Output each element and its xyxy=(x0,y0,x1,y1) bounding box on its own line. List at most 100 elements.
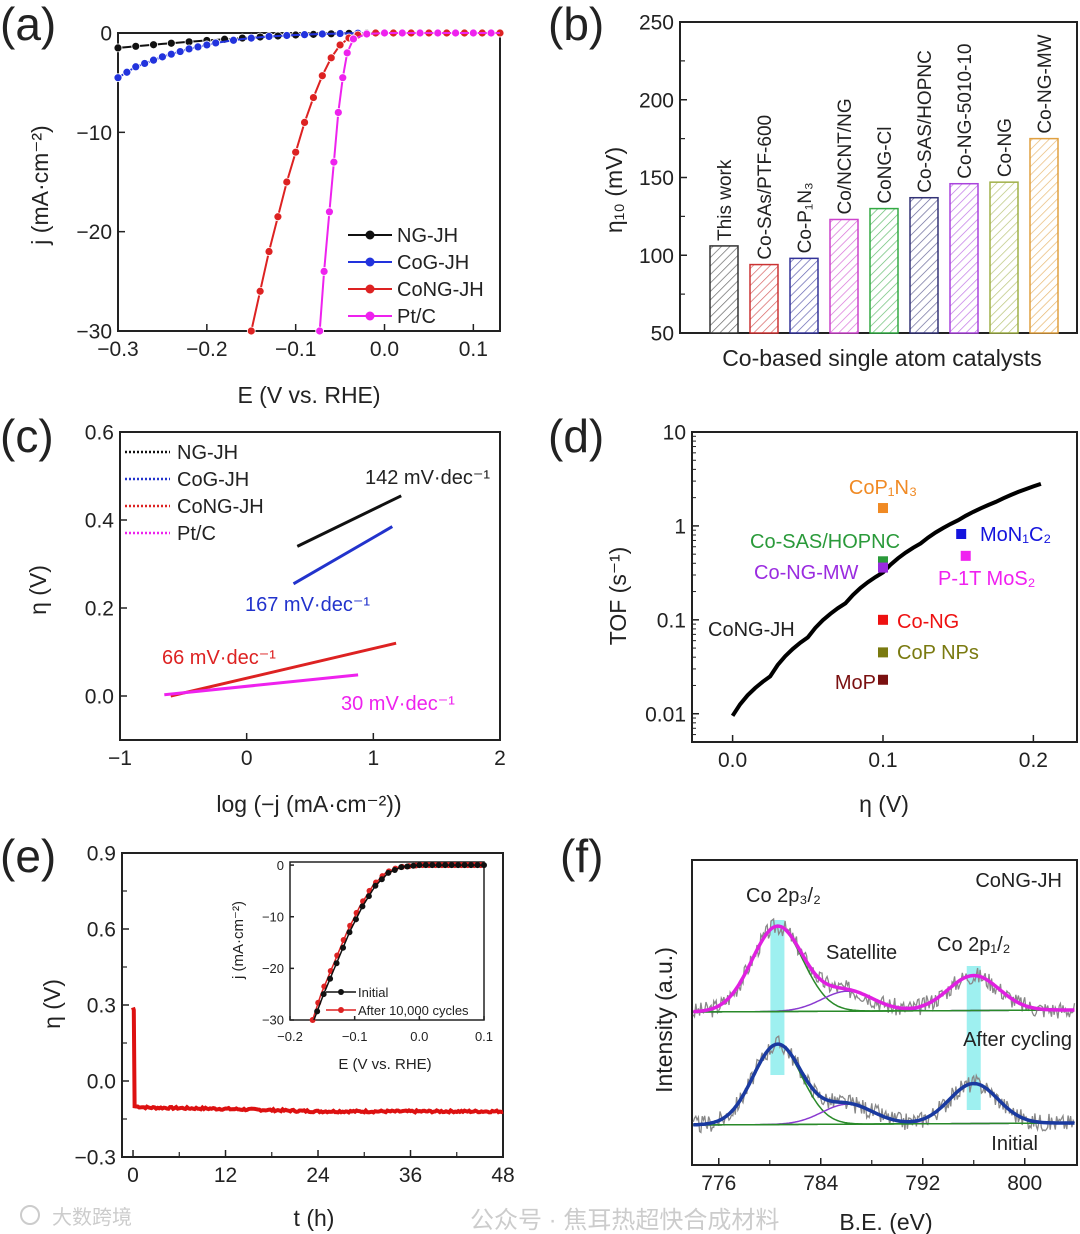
bar xyxy=(829,218,859,334)
y-tick-label: 50 xyxy=(651,323,674,346)
inset-marker xyxy=(346,929,353,936)
inset-marker xyxy=(410,862,417,869)
x-axis-title: log (−j (mA·cm⁻²)) xyxy=(216,791,401,817)
peak-highlight xyxy=(770,920,785,1075)
legend-marker xyxy=(338,1007,344,1013)
legend-label: After 10,000 cycles xyxy=(358,1003,469,1018)
data-marker xyxy=(325,207,334,217)
inset-marker xyxy=(333,960,340,967)
data-marker xyxy=(211,38,221,48)
inset-marker xyxy=(481,862,487,869)
data-marker xyxy=(338,73,348,83)
spectrum-label: Initial xyxy=(991,1133,1038,1155)
data-marker xyxy=(202,40,212,50)
bar-label: Co-NG xyxy=(995,118,1016,177)
peak-highlight xyxy=(966,966,981,1110)
data-marker xyxy=(140,59,150,68)
sample-label: CoNG-JH xyxy=(975,870,1062,892)
x-tick-label: 12 xyxy=(214,1164,237,1187)
plot-frame xyxy=(119,431,501,741)
x-tick-label: 2 xyxy=(494,747,506,770)
x-tick-label: 0.0 xyxy=(718,749,747,772)
data-point xyxy=(877,614,888,625)
tafel-line xyxy=(296,494,402,548)
data-point xyxy=(877,556,888,567)
stability-trace xyxy=(131,1006,504,1115)
y-tick-label: 0.1 xyxy=(657,609,686,632)
data-marker xyxy=(335,40,345,50)
inset-marker xyxy=(455,862,462,869)
curve-label: CoNG-JH xyxy=(708,619,795,641)
x-tick-label: 0.1 xyxy=(475,1029,493,1044)
data-marker xyxy=(122,67,132,77)
inset-marker xyxy=(320,991,327,998)
y-tick-label: −0.3 xyxy=(75,1147,116,1170)
data-marker xyxy=(113,73,123,83)
x-tick-label: −0.2 xyxy=(186,338,227,361)
bar-label: Co-SAS/HOPNC xyxy=(915,50,936,193)
legend-label: Initial xyxy=(358,985,388,1000)
x-tick-label: 0 xyxy=(127,1164,139,1187)
data-marker xyxy=(264,32,274,41)
bar-label: Co-NG-5010-10 xyxy=(955,44,976,179)
inset-marker xyxy=(385,869,392,876)
x-tick-label: −1 xyxy=(108,747,132,770)
y-tick-label: 0.9 xyxy=(87,843,116,866)
data-marker xyxy=(300,118,309,127)
x-tick-label: 1 xyxy=(367,747,379,770)
inset-series xyxy=(313,862,487,1021)
data-marker xyxy=(175,47,185,56)
data-marker xyxy=(149,55,158,65)
y-tick-label: 100 xyxy=(639,245,674,268)
data-marker xyxy=(291,147,301,157)
y-tick-label: −10 xyxy=(76,122,112,145)
peak-label: Satellite xyxy=(826,942,897,964)
x-tick-label: −0.2 xyxy=(277,1029,303,1044)
data-marker xyxy=(326,53,336,63)
inset-marker xyxy=(378,876,385,883)
data-marker xyxy=(166,49,176,59)
legend-marker xyxy=(338,989,344,995)
legend-label: CoNG-JH xyxy=(177,496,264,518)
tafel-line xyxy=(164,673,359,697)
x-axis-title: Co-based single atom catalysts xyxy=(722,345,1042,371)
data-marker xyxy=(397,28,407,38)
legend-marker xyxy=(365,230,375,240)
data-marker xyxy=(319,266,329,276)
x-tick-label: 0.0 xyxy=(410,1029,428,1044)
bar-label: CoNG-Cl xyxy=(875,127,896,204)
inset-marker xyxy=(422,862,429,869)
y-axis-title: η₁₀ (mV) xyxy=(601,147,627,233)
peak-label: Co 2p₃/₂ xyxy=(746,885,821,907)
point-label: MoN₁C₂ xyxy=(980,524,1051,546)
data-marker xyxy=(309,93,318,102)
inset-marker xyxy=(327,975,334,982)
y-tick-label: 0.4 xyxy=(85,510,115,533)
data-point xyxy=(956,529,967,540)
data-point xyxy=(877,647,888,658)
data-marker xyxy=(317,71,327,81)
x-tick-label: 0.1 xyxy=(459,338,488,361)
tafel-line xyxy=(170,641,397,698)
data-marker xyxy=(131,62,141,72)
inset-marker xyxy=(435,862,442,869)
point-label: P-1T MoS₂ xyxy=(938,568,1035,590)
data-marker xyxy=(451,28,460,38)
slope-label: 66 mV·dec⁻¹ xyxy=(162,647,276,669)
bar xyxy=(1029,137,1059,334)
panel-label: (e) xyxy=(0,830,56,882)
slope-label: 167 mV·dec⁻¹ xyxy=(245,594,370,616)
y-axis-title: TOF (s⁻¹) xyxy=(605,547,631,646)
bar-label: Co-P₁N₃ xyxy=(795,182,816,253)
y-tick-label: 250 xyxy=(639,12,674,35)
bar-label: Co/NCNT/NG xyxy=(835,98,856,214)
y-tick-label: −30 xyxy=(76,321,112,344)
inset-marker xyxy=(416,862,423,869)
legend-label: NG-JH xyxy=(177,442,238,464)
y-tick-label: 0.01 xyxy=(645,703,686,726)
inset-marker xyxy=(461,862,468,869)
y-tick-label: 200 xyxy=(639,89,674,112)
baseline xyxy=(693,1122,1075,1126)
point-label: MoP xyxy=(835,672,876,694)
